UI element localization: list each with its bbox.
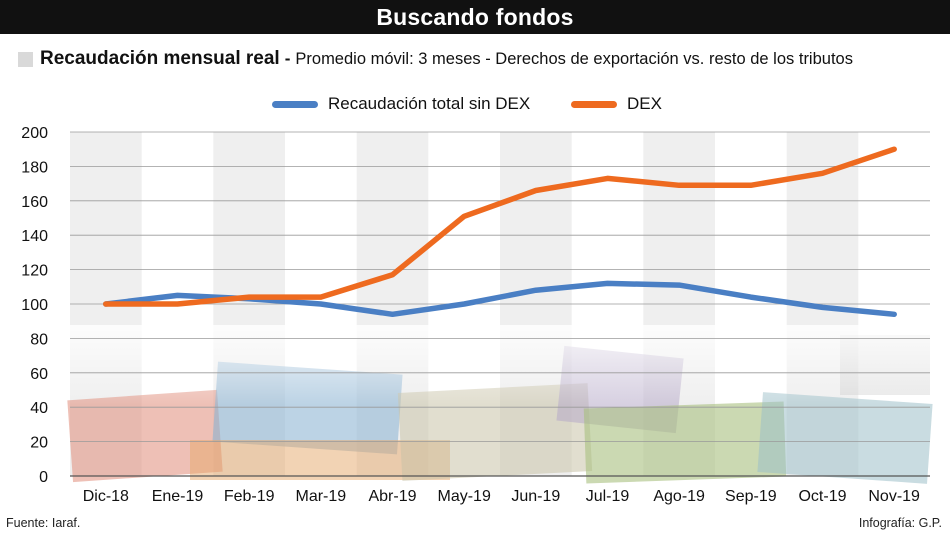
x-tick-label: Mar-19 (295, 488, 346, 505)
y-tick-label: 140 (21, 228, 48, 245)
x-axis: Dic-18 Ene-19 Feb-19 Mar-19 Abr-19 May-19 Jun-… (83, 488, 920, 505)
data-point (891, 147, 897, 152)
data-point (748, 294, 754, 300)
banknote-shape (70, 325, 950, 405)
y-tick-label: 60 (30, 366, 48, 383)
footer-credit: Infografía: G.P. (858, 516, 942, 530)
x-tick-label: May-19 (437, 488, 490, 505)
gridlines (70, 131, 930, 477)
x-tick-label: Jul-19 (586, 488, 630, 505)
data-point (748, 183, 754, 188)
legend-item-total: Recaudación total sin DEX (272, 94, 530, 114)
y-tick-label: 20 (30, 435, 48, 452)
data-point (175, 301, 180, 307)
banknote-background (67, 325, 950, 484)
chart-title: Buscando fondos (376, 4, 574, 30)
x-tick-label: Oct-19 (798, 488, 846, 505)
data-point (891, 312, 897, 317)
legend-label-dex: DEX (627, 94, 662, 113)
x-tick-label: Nov-19 (868, 488, 920, 505)
legend-item-dex: DEX (571, 94, 662, 114)
data-point (605, 176, 610, 181)
data-point (533, 288, 539, 293)
y-tick-label: 80 (30, 331, 48, 348)
data-point (461, 301, 467, 307)
x-tick-label: Ago-19 (653, 488, 705, 505)
series-line-1 (103, 146, 897, 307)
x-tick-label: Dic-18 (83, 488, 129, 505)
data-point (103, 301, 109, 307)
y-tick-label: 120 (21, 263, 48, 280)
y-tick-label: 100 (21, 297, 48, 314)
y-tick-label: 0 (39, 469, 48, 486)
legend-swatch-dex (571, 100, 617, 108)
y-tick-label: 180 (21, 159, 48, 176)
banknote-shape (67, 389, 223, 483)
data-point (318, 301, 324, 307)
x-tick-label: Sep-19 (725, 488, 777, 505)
banknote-shape (757, 392, 933, 484)
subtitle-detail: Promedio móvil: 3 meses - Derechos de ex… (295, 49, 853, 68)
chart-legend: Recaudación total sin DEX DEX (0, 94, 950, 116)
footer-source: Fuente: Iaraf. (6, 516, 81, 530)
data-point (676, 282, 682, 288)
legend-label-total: Recaudación total sin DEX (328, 94, 531, 113)
x-tick-label: Ene-19 (152, 488, 204, 505)
data-point (318, 294, 324, 300)
y-tick-label: 160 (21, 194, 48, 211)
data-point (820, 305, 825, 310)
banknote-shape (583, 401, 787, 484)
subtitle-separator: - (284, 49, 291, 68)
subtitle-square-icon (18, 51, 33, 67)
x-tick-label: Jun-19 (511, 488, 560, 505)
x-tick-label: Abr-19 (368, 488, 416, 505)
data-point (390, 312, 395, 317)
data-point (676, 183, 682, 188)
subtitle-main: Recaudación mensual real (40, 48, 280, 69)
data-point (246, 294, 252, 300)
data-point (175, 293, 180, 298)
data-point (533, 188, 539, 193)
y-tick-label: 200 (21, 125, 48, 142)
chart-subtitle: Recaudación mensual real - Promedio móvi… (18, 48, 853, 70)
x-tick-label: Feb-19 (224, 488, 275, 505)
legend-swatch-total (272, 100, 318, 108)
data-point (461, 214, 467, 219)
data-point (820, 171, 825, 176)
y-tick-label: 40 (30, 400, 48, 417)
data-point (605, 281, 610, 286)
chart-header: Buscando fondos (0, 0, 950, 34)
series-lines (103, 146, 897, 318)
y-axis: 0 20 40 60 80 100 120 140 160 180 200 (21, 125, 48, 486)
data-point (390, 272, 395, 277)
